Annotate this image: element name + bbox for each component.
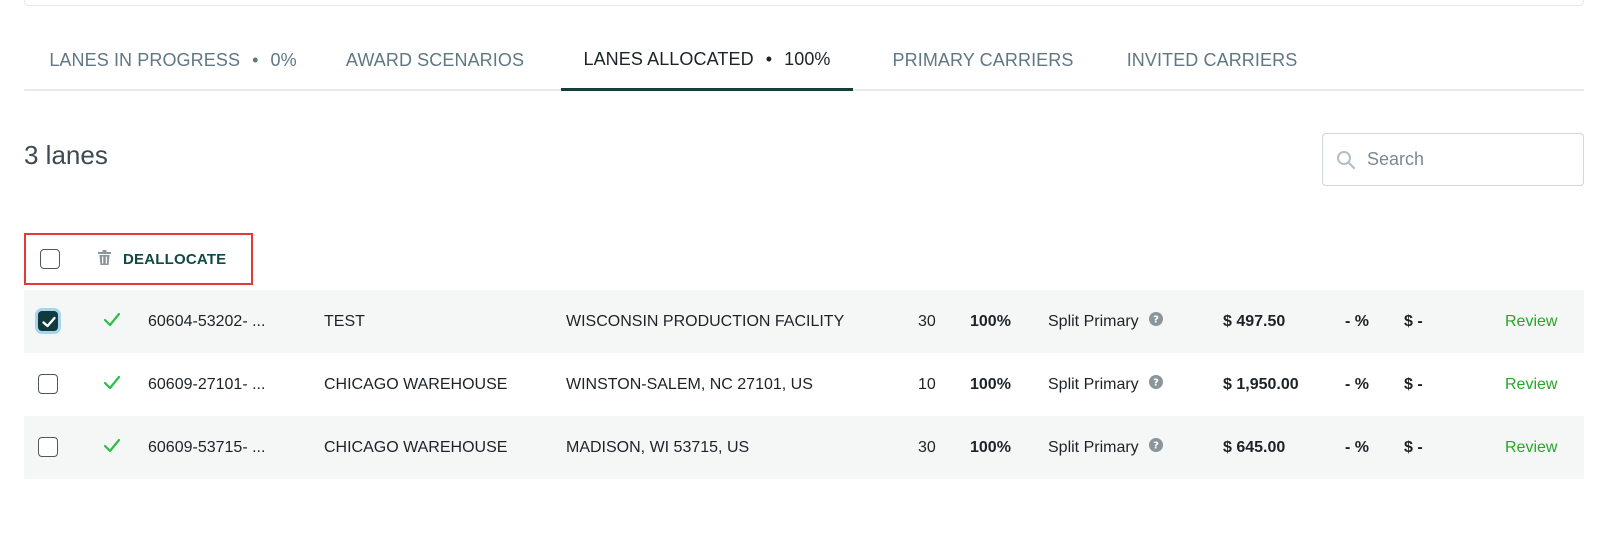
award-type: Split Primary ? xyxy=(1048,438,1163,457)
svg-text:?: ? xyxy=(1153,315,1159,326)
tab-label: PRIMARY CARRIERS xyxy=(892,50,1074,70)
top-panel-edge xyxy=(24,0,1584,6)
select-all-checkbox[interactable] xyxy=(40,249,60,269)
award-type-label: Split Primary xyxy=(1048,312,1139,330)
lane-id: 60609-53715- ... xyxy=(148,438,266,456)
award-type: Split Primary ? xyxy=(1048,375,1163,394)
destination: MADISON, WI 53715, US xyxy=(566,438,750,456)
svg-text:?: ? xyxy=(1153,441,1159,452)
allocation-percent: 100% xyxy=(970,312,1011,330)
diff-amount: $ - xyxy=(1404,375,1423,393)
review-link[interactable]: Review xyxy=(1505,312,1558,330)
volume: 30 xyxy=(918,312,936,330)
diff-percent: - % xyxy=(1345,312,1369,330)
tab-lanes-in-progress[interactable]: LANES IN PROGRESS • 0% xyxy=(49,30,296,91)
search-box[interactable] xyxy=(1322,133,1584,186)
table-row[interactable]: 60609-53715- ... CHICAGO WAREHOUSE MADIS… xyxy=(24,416,1584,479)
tab-bar: LANES IN PROGRESS • 0% AWARD SCENARIOS L… xyxy=(24,30,1584,91)
help-icon[interactable]: ? xyxy=(1148,312,1163,331)
award-type-label: Split Primary xyxy=(1048,375,1139,393)
tab-award-scenarios[interactable]: AWARD SCENARIOS xyxy=(346,30,524,91)
tab-invited-carriers[interactable]: INVITED CARRIERS xyxy=(1127,30,1298,91)
destination: WISCONSIN PRODUCTION FACILITY xyxy=(566,312,845,330)
trash-icon xyxy=(98,249,123,269)
origin: CHICAGO WAREHOUSE xyxy=(324,438,508,456)
volume: 10 xyxy=(918,375,936,393)
origin: TEST xyxy=(324,312,365,330)
row-checkbox[interactable] xyxy=(38,437,58,457)
award-type: Split Primary ? xyxy=(1048,312,1163,331)
tab-primary-carriers[interactable]: PRIMARY CARRIERS xyxy=(893,30,1074,91)
help-icon[interactable]: ? xyxy=(1148,375,1163,394)
tab-value: 100% xyxy=(784,48,831,69)
deallocate-label: DEALLOCATE xyxy=(123,250,227,268)
diff-percent: - % xyxy=(1345,438,1369,456)
svg-text:?: ? xyxy=(1153,378,1159,389)
row-checkbox[interactable] xyxy=(38,374,58,394)
origin: CHICAGO WAREHOUSE xyxy=(324,375,508,393)
rate: $ 497.50 xyxy=(1223,312,1286,330)
lane-count-heading: 3 lanes xyxy=(24,140,108,170)
allocation-percent: 100% xyxy=(970,438,1011,456)
tab-label: LANES IN PROGRESS xyxy=(49,50,241,70)
help-icon[interactable]: ? xyxy=(1148,438,1163,457)
check-icon xyxy=(102,310,122,335)
diff-amount: $ - xyxy=(1404,438,1423,456)
check-icon xyxy=(102,373,122,398)
tab-label: AWARD SCENARIOS xyxy=(345,50,525,70)
tab-value: 0% xyxy=(270,50,297,70)
bulk-action-bar: DEALLOCATE xyxy=(24,233,253,285)
tab-separator: • xyxy=(252,50,259,70)
deallocate-button[interactable]: DEALLOCATE xyxy=(98,249,227,269)
diff-percent: - % xyxy=(1345,375,1369,393)
search-input[interactable] xyxy=(1367,149,1567,170)
row-checkbox[interactable] xyxy=(38,311,58,331)
allocation-percent: 100% xyxy=(970,375,1011,393)
review-link[interactable]: Review xyxy=(1505,375,1558,393)
award-type-label: Split Primary xyxy=(1048,438,1139,456)
volume: 30 xyxy=(918,438,936,456)
tab-label: LANES ALLOCATED xyxy=(583,48,754,69)
lanes-table: 60604-53202- ... TEST WISCONSIN PRODUCTI… xyxy=(24,290,1584,479)
review-link[interactable]: Review xyxy=(1505,438,1558,456)
rate: $ 1,950.00 xyxy=(1223,375,1299,393)
lane-id: 60609-27101- ... xyxy=(148,375,266,393)
check-icon xyxy=(102,436,122,461)
search-icon xyxy=(1335,149,1357,171)
tab-label: INVITED CARRIERS xyxy=(1126,50,1298,70)
tab-lanes-allocated[interactable]: LANES ALLOCATED • 100% xyxy=(561,30,853,91)
tab-separator: • xyxy=(765,48,773,69)
lane-id: 60604-53202- ... xyxy=(148,312,266,330)
table-row[interactable]: 60609-27101- ... CHICAGO WAREHOUSE WINST… xyxy=(24,353,1584,416)
diff-amount: $ - xyxy=(1404,312,1423,330)
destination: WINSTON-SALEM, NC 27101, US xyxy=(566,375,813,393)
rate: $ 645.00 xyxy=(1223,438,1286,456)
table-row[interactable]: 60604-53202- ... TEST WISCONSIN PRODUCTI… xyxy=(24,290,1584,353)
